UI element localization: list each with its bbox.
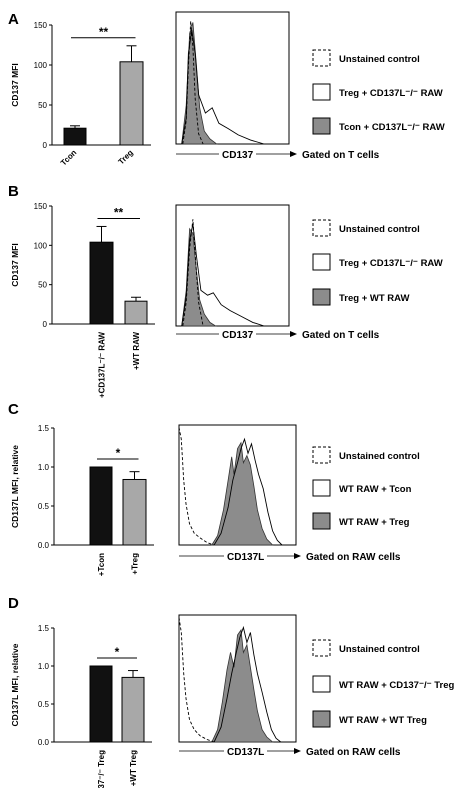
y-tick-label: 50 [38, 101, 47, 110]
y-tick-label: 100 [34, 61, 48, 70]
legend-entry: Treg + CD137L⁻/⁻ RAW [339, 88, 443, 99]
arrow-head-icon [290, 331, 297, 337]
significance-marker: * [116, 446, 121, 460]
legend-swatch-open [312, 675, 331, 693]
y-tick-label: 0.5 [38, 700, 50, 709]
arrow-head-icon [290, 151, 297, 157]
gating-label: Gated on T cells [302, 330, 380, 341]
significance-marker: ** [114, 205, 124, 219]
y-tick-label: 50 [38, 281, 47, 290]
histogram-unstained-curve [178, 427, 215, 546]
legend-entry: WT RAW + CD137⁻/⁻ Treg [339, 680, 455, 691]
category-label: +Treg [131, 553, 140, 575]
arrow-head-icon [294, 553, 301, 559]
gating-label: Gated on T cells [302, 150, 380, 161]
y-tick-label: 100 [34, 241, 48, 250]
y-tick-label: 150 [34, 21, 48, 30]
bar-2 [121, 676, 145, 743]
legend-swatch-unstained [312, 219, 331, 237]
bar-1 [89, 241, 114, 325]
y-tick-label: 150 [34, 202, 48, 211]
legend-entry: Unstained control [339, 644, 420, 655]
legend-swatch-unstained [312, 446, 331, 464]
histogram-frame [175, 11, 290, 145]
legend-swatch-filled [312, 710, 331, 728]
histogram-filled-curve [211, 628, 274, 743]
legend-entry: Unstained control [339, 224, 420, 235]
histogram-filled-curve [181, 227, 217, 327]
gating-label: Gated on RAW cells [306, 747, 401, 758]
legend-swatch-unstained [312, 49, 331, 67]
histogram-unstained-curve [178, 617, 215, 743]
legend-entry: Unstained control [339, 54, 420, 65]
bar-2 [122, 478, 147, 546]
panel-letter: B [8, 183, 19, 200]
y-tick-label: 1.0 [38, 463, 50, 472]
histogram-open-curve [213, 437, 283, 546]
bar-1 [89, 665, 113, 743]
arrow-head-icon [294, 748, 301, 754]
significance-marker: * [115, 645, 120, 659]
y-axis-title: CD137 MFI [10, 243, 20, 286]
histogram-unstained-curve [182, 21, 204, 145]
legend-entry: Treg + CD137L⁻/⁻ RAW [339, 258, 443, 269]
panel-letter: D [8, 595, 19, 612]
bar-1 [63, 127, 87, 146]
y-axis-title: CD137 MFI [10, 63, 20, 106]
y-tick-label: 0 [43, 141, 48, 150]
y-tick-label: 1.5 [38, 624, 50, 633]
y-axis-title: CD137L MFI, relative [10, 445, 20, 528]
legend-entry: WT RAW + Treg [339, 517, 410, 528]
y-tick-label: 0.0 [38, 541, 50, 550]
category-label: +WT Treg [129, 750, 138, 786]
y-axis-title: CD137L MFI, relative [10, 643, 20, 726]
histogram-unstained-curve [182, 219, 204, 327]
category-label: Treg [117, 148, 135, 166]
significance-marker: ** [99, 25, 109, 39]
legend-entry: Treg + WT RAW [339, 293, 409, 304]
category-label: +Tcon [97, 553, 106, 576]
legend-swatch-open [312, 83, 331, 101]
bar-1 [89, 466, 113, 546]
histogram-open-curve [181, 223, 265, 327]
y-tick-label: 0 [43, 320, 48, 329]
legend-swatch-open [312, 479, 331, 497]
gating-label: Gated on RAW cells [306, 552, 401, 563]
legend-swatch-unstained [312, 639, 331, 657]
category-label: +WT RAW [132, 332, 141, 370]
histogram-open-curve [181, 30, 265, 145]
category-label: +CD137L⁻/⁻ RAW [98, 332, 107, 398]
bar-2 [119, 61, 144, 146]
histogram-x-label: CD137L [227, 552, 264, 563]
y-tick-label: 1.5 [38, 424, 50, 433]
panel-letter: A [8, 11, 19, 28]
legend-entry: Tcon + CD137L⁻/⁻ RAW [339, 122, 445, 133]
histogram-filled-curve [211, 441, 274, 546]
histogram-x-label: CD137L [227, 747, 264, 758]
bar-2 [124, 300, 148, 325]
histogram-x-label: CD137 [222, 330, 254, 341]
legend-swatch-filled [312, 117, 331, 135]
histogram-x-label: CD137 [222, 150, 254, 161]
y-tick-label: 1.0 [38, 662, 50, 671]
legend-swatch-open [312, 253, 331, 271]
legend-entry: WT RAW + Tcon [339, 484, 412, 495]
panel-letter: C [8, 401, 19, 418]
category-label: +CD137⁻/⁻ Treg [97, 750, 106, 788]
legend-swatch-filled [312, 512, 331, 530]
legend-entry: WT RAW + WT Treg [339, 715, 427, 726]
y-tick-label: 0.5 [38, 502, 50, 511]
legend-swatch-filled [312, 288, 331, 306]
y-tick-label: 0.0 [38, 738, 50, 747]
category-label: Tcon [59, 148, 79, 168]
histogram-open-curve [213, 625, 282, 743]
histogram-frame [175, 204, 290, 327]
legend-entry: Unstained control [339, 451, 420, 462]
